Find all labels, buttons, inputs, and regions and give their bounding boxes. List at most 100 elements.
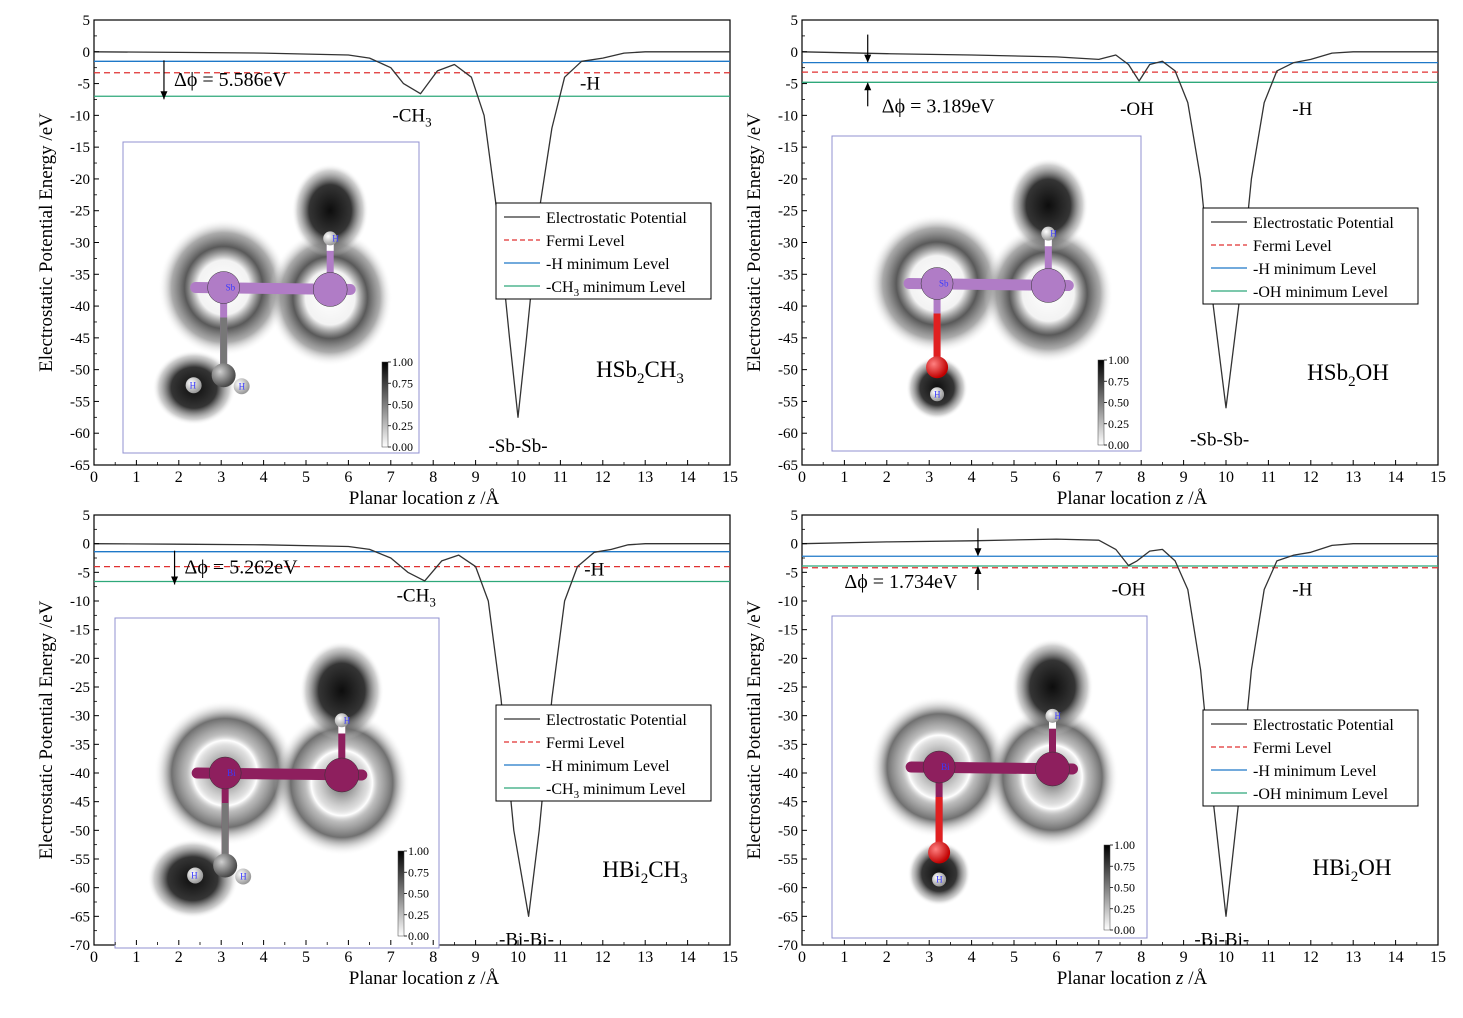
annotation-base: -H	[584, 559, 604, 580]
compound-base: HSb	[596, 357, 637, 382]
x-tick-label: 5	[1010, 469, 1018, 486]
x-tick-label: 9	[472, 469, 480, 486]
colorbar-tick-label: 1.00	[392, 355, 413, 369]
y-tick-label: -70	[70, 938, 90, 954]
annotation-base: -Sb-Sb-	[1190, 430, 1249, 451]
delta-arrow-head	[171, 576, 179, 585]
y-axis-label: Electrostatic Potential Energy /eV	[744, 600, 765, 859]
atom-carbon	[211, 363, 236, 388]
legend-label-base: -CH	[546, 781, 574, 798]
y-tick-label: -45	[70, 331, 90, 347]
legend-label-rest: minimum Level	[579, 781, 686, 798]
y-tick-label: -65	[70, 909, 90, 925]
x-tick-label: 4	[260, 949, 268, 966]
legend-label-base: -H minimum Level	[1253, 261, 1377, 278]
compound-sub: 2	[637, 371, 645, 387]
atom-h-hydroxyl	[930, 387, 945, 402]
legend-label: -CH3 minimum Level	[546, 781, 686, 801]
x-tick-label: 12	[1303, 949, 1319, 966]
y-tick-label: 5	[791, 508, 799, 524]
legend-label: Fermi Level	[546, 233, 625, 250]
atom-label-h-2: H	[239, 381, 246, 391]
x-tick-label: 2	[883, 949, 891, 966]
y-tick-label: -60	[778, 426, 798, 442]
annotation-base: -H	[580, 74, 600, 95]
legend-label-base: Electrostatic Potential	[546, 210, 687, 227]
colorbar-tick-label: 0.25	[1108, 417, 1129, 431]
x-tick-label: 10	[1218, 469, 1234, 486]
y-tick-label: -55	[778, 394, 798, 410]
y-tick-label: -50	[70, 363, 90, 379]
x-axis-label-pre: Planar location	[1057, 488, 1176, 509]
atom-label-h-1: H	[190, 380, 197, 390]
colorbar-tick-label: 0.00	[1108, 438, 1129, 452]
y-tick-label: -20	[70, 172, 90, 188]
annotation-base: -H	[1292, 99, 1312, 120]
atom-right-metal	[312, 272, 348, 307]
x-tick-label: 1	[840, 469, 848, 486]
annotation-sub: 3	[425, 114, 432, 129]
x-tick-label: 2	[175, 949, 183, 966]
atom-oxygen	[926, 356, 949, 379]
x-tick-label: 3	[925, 469, 933, 486]
x-axis-label-pre: Planar location	[349, 488, 468, 509]
legend-label: Electrostatic Potential	[1253, 717, 1394, 734]
legend-label-base: -H minimum Level	[546, 758, 670, 775]
legend-label: -OH minimum Level	[1253, 284, 1389, 301]
inset-elf-map: Bi H H H 1.00 0.75 0.50 0.25 0.00	[114, 617, 440, 949]
y-tick-label: -55	[70, 852, 90, 868]
compound-sub: 2	[641, 871, 649, 887]
x-tick-label: 4	[968, 949, 976, 966]
annotation-base: -Sb-Sb-	[488, 436, 547, 457]
x-axis-label-var: z	[467, 488, 476, 509]
y-tick-label: 5	[83, 508, 91, 524]
x-tick-label: 15	[1430, 469, 1446, 486]
x-tick-label: 1	[840, 949, 848, 966]
feature-annotation: -H	[584, 559, 604, 580]
atom-label-metal: Sb	[939, 279, 949, 289]
x-axis-label: Planar location z /Å	[349, 968, 500, 989]
atom-label-h-top: H	[332, 233, 339, 243]
x-tick-label: 13	[1345, 949, 1361, 966]
y-tick-label: 0	[83, 45, 91, 61]
x-axis-label-var: z	[1175, 488, 1184, 509]
x-tick-label: 6	[1052, 469, 1060, 486]
y-tick-label: -65	[778, 458, 798, 474]
annotation-base: -H	[1292, 580, 1312, 601]
x-tick-label: 8	[429, 949, 437, 966]
x-tick-label: 11	[1261, 469, 1276, 486]
legend-label-base: -CH	[546, 279, 574, 296]
y-tick-label: -50	[778, 363, 798, 379]
x-tick-label: 5	[1010, 949, 1018, 966]
y-axis-label: Electrostatic Potential Energy /eV	[36, 600, 57, 859]
legend-box	[1202, 207, 1419, 305]
y-tick-label: 0	[791, 45, 799, 61]
potential-curve	[801, 538, 1438, 917]
y-tick-label: -25	[70, 680, 90, 696]
y-tick-label: -40	[778, 299, 798, 315]
atom-label-h-2: H	[240, 872, 247, 882]
colorbar-tick-label: 0.75	[408, 865, 429, 879]
y-tick-label: -35	[70, 267, 90, 283]
feature-annotation: -H	[580, 74, 600, 95]
atom-left-metal	[922, 750, 956, 784]
compound-sub2: 3	[676, 371, 684, 387]
x-tick-label: 7	[1095, 469, 1103, 486]
compound-label: HSb2OH	[1307, 360, 1389, 390]
atom-h-top	[1041, 226, 1056, 241]
x-tick-label: 15	[722, 949, 738, 966]
atom-label-metal: Sb	[226, 283, 236, 293]
colorbar-tick-label: 0.75	[392, 376, 413, 390]
x-tick-label: 3	[217, 469, 225, 486]
legend-label: Electrostatic Potential	[546, 210, 687, 227]
x-tick-label: 1	[132, 949, 140, 966]
y-tick-label: -20	[778, 172, 798, 188]
legend-label: -H minimum Level	[1253, 763, 1377, 780]
atom-h-top	[334, 713, 349, 728]
y-tick-label: -10	[778, 108, 798, 124]
y-tick-label: 0	[83, 537, 91, 553]
x-axis-label-post: /Å	[475, 968, 499, 989]
y-tick-label: -30	[778, 709, 798, 725]
